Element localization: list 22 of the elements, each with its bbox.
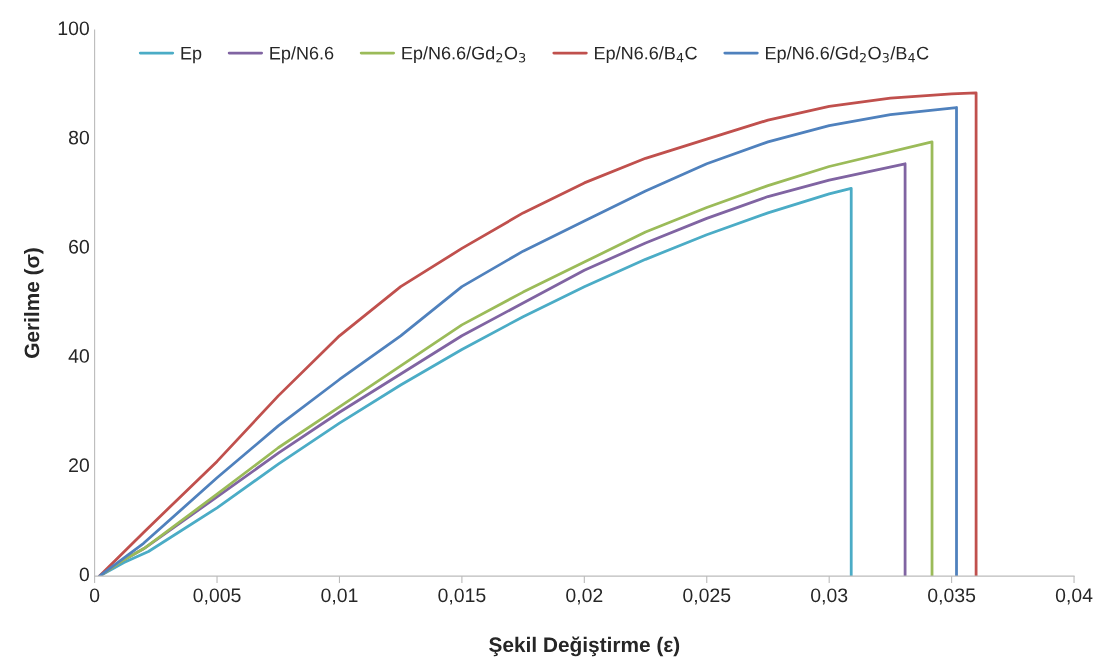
x-tick-label: 0,015 xyxy=(438,588,486,605)
y-tick-label: 20 xyxy=(69,458,89,473)
y-axis-title: Gerilme (σ) xyxy=(24,248,44,358)
x-tick-label: 0,035 xyxy=(928,588,976,605)
x-tick-label: 0,04 xyxy=(1055,588,1093,605)
legend-label: Ep/N6.6/Gd$_{2}$O$_{3}$ xyxy=(402,46,526,64)
y-tick-label: 60 xyxy=(69,239,89,254)
x-tick-label: 0,025 xyxy=(683,588,731,605)
legend-label: Ep/N6.6/B$_{4}$C xyxy=(595,46,697,64)
x-tick-label: 0,01 xyxy=(321,588,358,605)
y-tick-label: 100 xyxy=(58,21,89,36)
legend-label: Ep/N6.6 xyxy=(270,46,334,64)
x-tick-label: 0,005 xyxy=(193,588,241,605)
legend-label: Ep/N6.6/Gd$_{2}$O$_{3}$/B$_{4}$C xyxy=(766,46,929,64)
x-tick-label: 0,02 xyxy=(566,588,603,605)
y-tick-label: 80 xyxy=(68,130,89,145)
x-tick-label: 0,03 xyxy=(811,588,848,605)
y-tick-label: 0 xyxy=(79,567,89,582)
y-tick-label: 40 xyxy=(68,349,89,363)
x-tick-label: 0 xyxy=(89,588,100,603)
legend-label: Ep xyxy=(181,46,202,64)
x-axis-title: Şekil Değiştirme (ε) xyxy=(489,636,680,657)
